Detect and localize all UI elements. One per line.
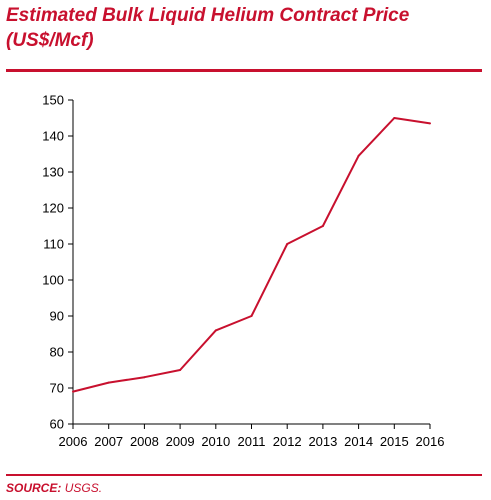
y-tick-label: 80 (50, 345, 64, 360)
x-tick-label: 2011 (238, 434, 266, 449)
source-note: SOURCE: USGS. (6, 481, 102, 495)
x-tick-label: 2014 (344, 434, 373, 449)
x-axis-ticks: 2006 2007 2008 2009 2010 2011 2012 2013 2014 2015… (59, 424, 445, 449)
x-tick-label: 2012 (273, 434, 302, 449)
source-divider (6, 474, 482, 476)
y-tick-label: 120 (42, 201, 64, 216)
data-point (393, 117, 396, 119)
price-line (72, 117, 431, 393)
y-axis-ticks: 60 70 80 90 100 110 120 130 140 150 (42, 93, 73, 432)
x-tick-label: 2007 (94, 434, 123, 449)
data-point (214, 329, 217, 332)
chart-title: Estimated Bulk Liquid Helium Contract Pr… (6, 5, 410, 51)
data-point (286, 243, 289, 245)
source-text: USGS. (64, 481, 103, 495)
x-tick-label: 2013 (308, 434, 337, 449)
data-point (321, 225, 324, 227)
y-tick-label: 110 (43, 237, 64, 252)
data-point (143, 376, 146, 379)
series-group (72, 117, 431, 393)
x-tick-label: 2006 (59, 434, 88, 449)
x-tick-label: 2009 (166, 434, 195, 449)
data-point (357, 154, 360, 157)
y-tick-label: 60 (50, 417, 64, 432)
x-tick-label: 2008 (130, 434, 159, 449)
source-label: SOURCE: (6, 481, 62, 495)
data-point (429, 122, 431, 125)
data-point (107, 381, 110, 384)
y-tick-label: 140 (42, 129, 64, 144)
data-point (250, 315, 253, 317)
y-tick-label: 70 (50, 381, 64, 396)
data-point (72, 390, 74, 393)
y-tick-label: 130 (42, 165, 64, 180)
x-tick-label: 2016 (416, 434, 445, 449)
data-point (179, 369, 182, 371)
y-tick-label: 100 (42, 273, 64, 288)
y-tick-label: 90 (50, 309, 64, 324)
y-tick-label: 150 (42, 93, 64, 108)
title-divider (6, 69, 482, 72)
x-tick-label: 2010 (201, 434, 230, 449)
x-tick-label: 2015 (380, 434, 409, 449)
